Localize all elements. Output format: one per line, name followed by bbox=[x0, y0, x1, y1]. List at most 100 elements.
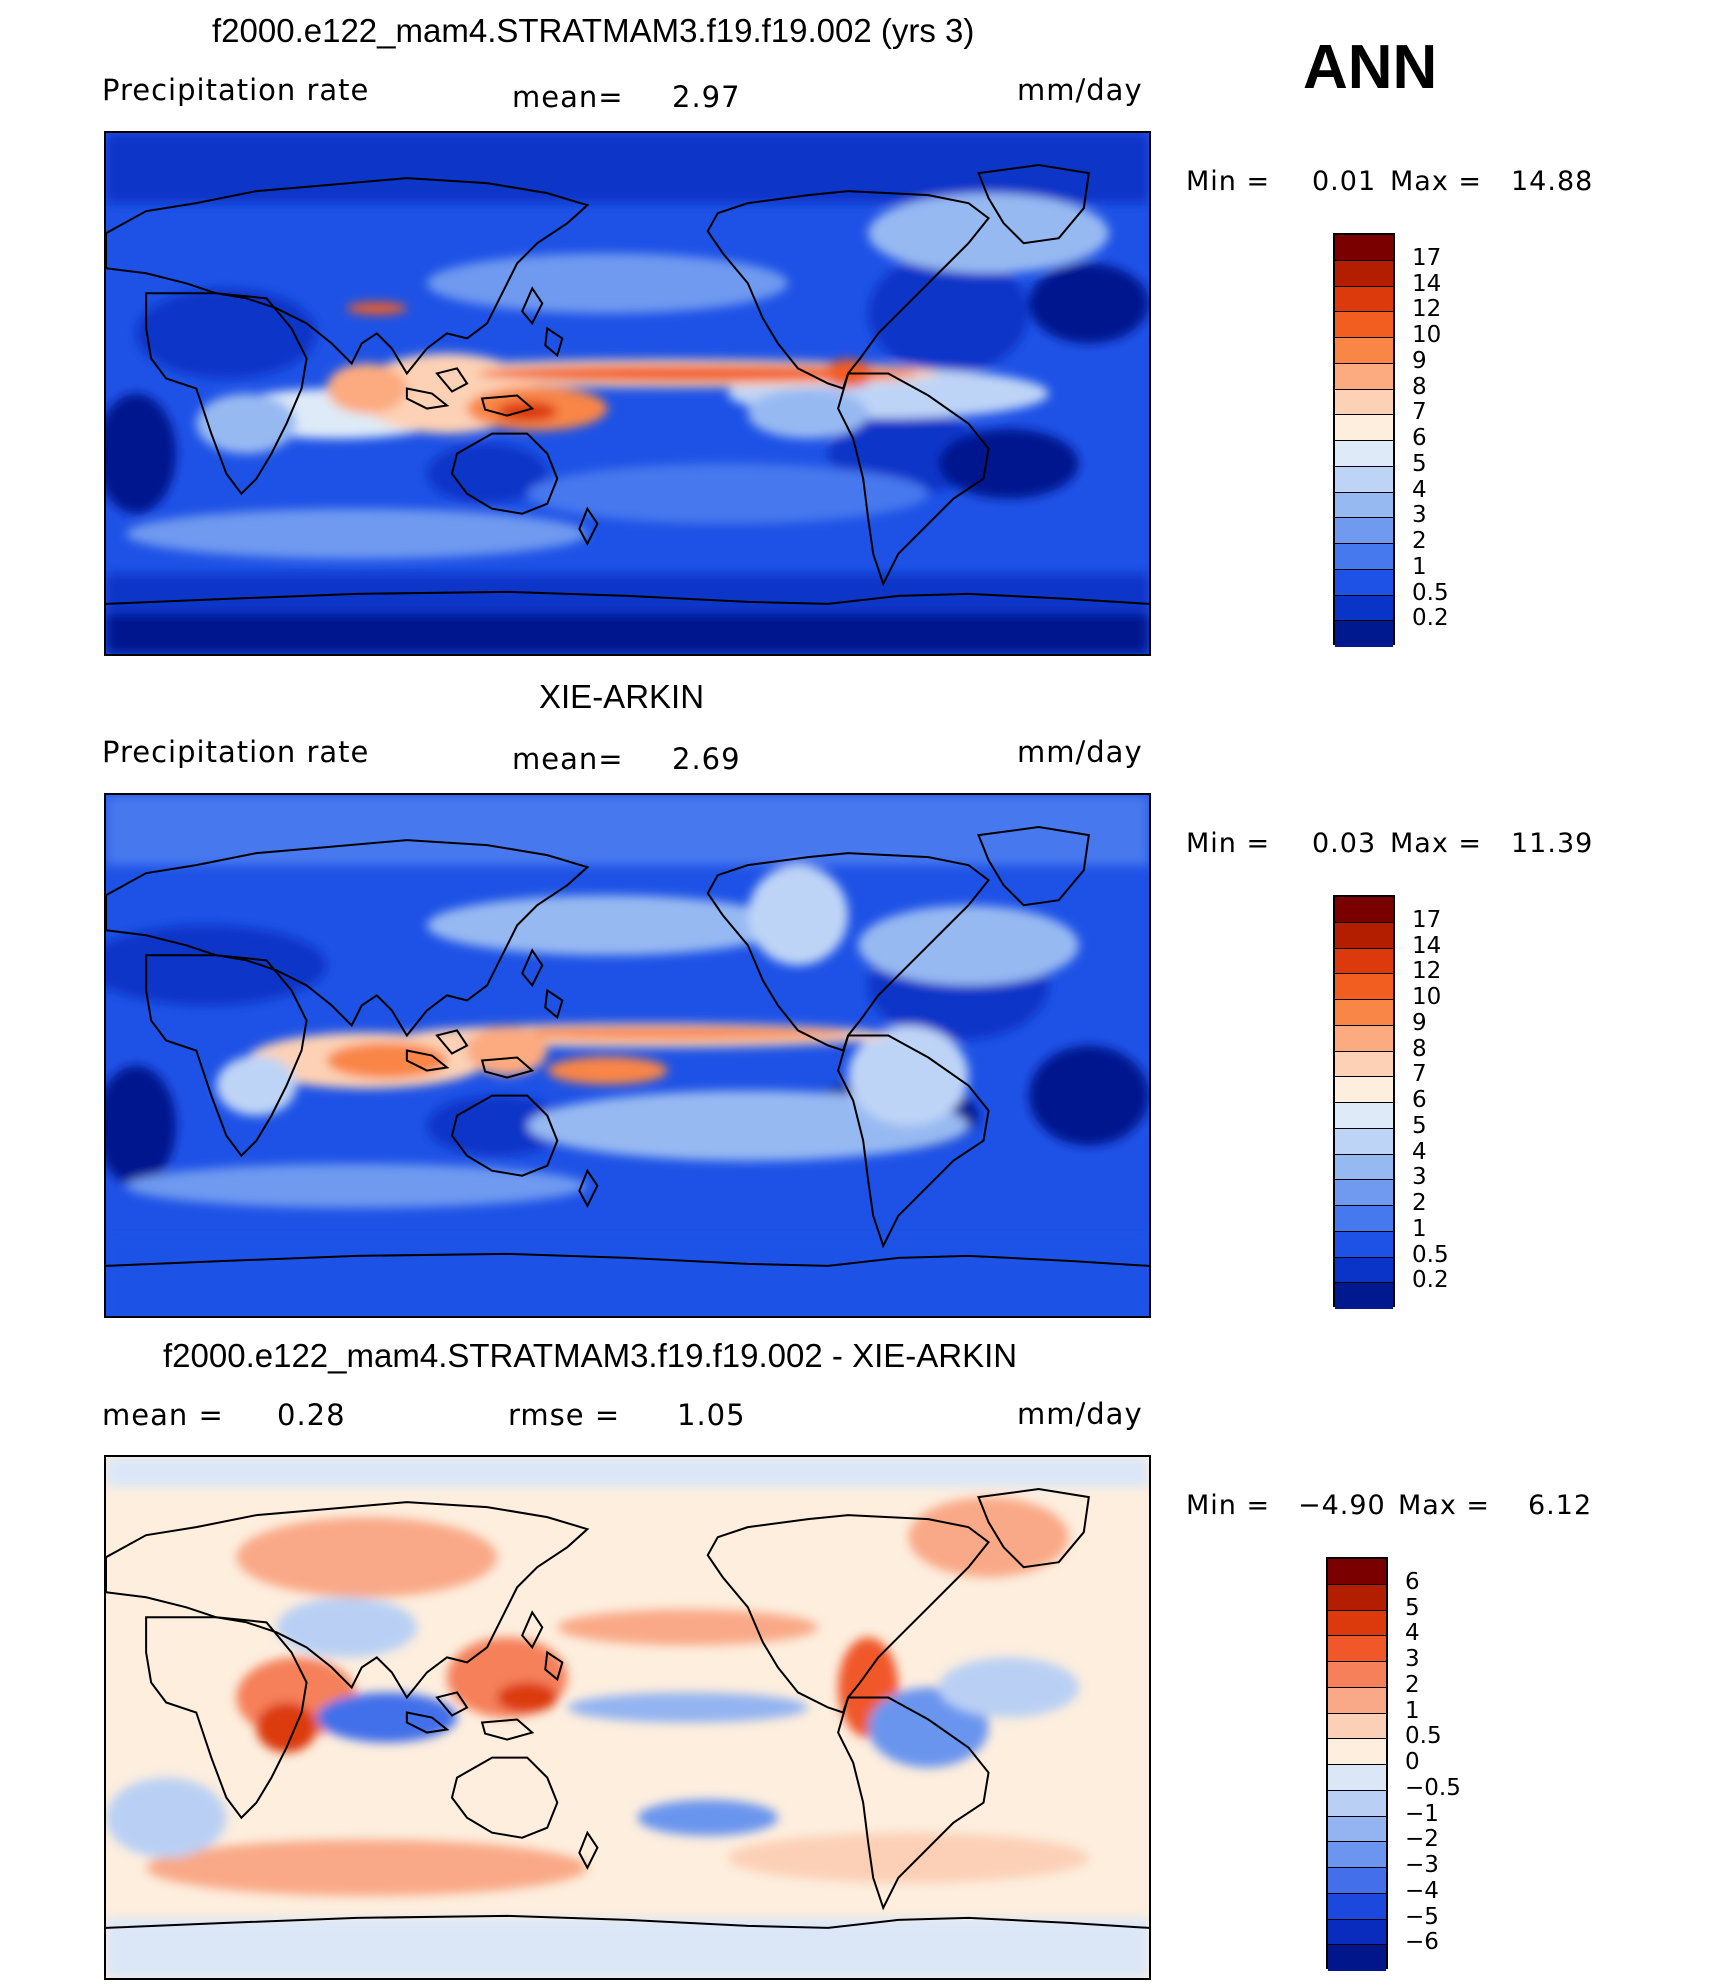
colorbar-swatch bbox=[1335, 415, 1393, 441]
colorbar-obs bbox=[1333, 895, 1395, 1309]
colorbar-swatch bbox=[1335, 466, 1393, 493]
colorbar-swatch bbox=[1328, 1584, 1386, 1611]
colorbar-tick-label: −6 bbox=[1405, 1929, 1439, 1956]
panel1-mean-value: 2.97 bbox=[672, 80, 741, 114]
colorbar-tick-label: 9 bbox=[1412, 1009, 1427, 1036]
colorbar-swatch bbox=[1335, 338, 1393, 364]
colorbar-tick-label: 1 bbox=[1412, 1215, 1427, 1242]
colorbar-tick-label: −3 bbox=[1405, 1852, 1439, 1878]
panel2-min-value: 0.03 bbox=[1312, 828, 1377, 859]
colorbar-swatch bbox=[1335, 260, 1393, 287]
diff-precip-map bbox=[106, 1457, 1149, 1978]
colorbar-swatch bbox=[1335, 569, 1393, 596]
map-panel-diff bbox=[104, 1455, 1151, 1980]
colorbar-swatch bbox=[1328, 1559, 1386, 1585]
panel2-max-label: Max = bbox=[1390, 828, 1483, 859]
colorbar-swatch bbox=[1335, 1000, 1393, 1026]
colorbar-tick-label: 5 bbox=[1405, 1594, 1420, 1621]
panel3-mean-label: mean = bbox=[102, 1398, 224, 1432]
colorbar-tick-label: 3 bbox=[1405, 1646, 1420, 1672]
panel1-min-value: 0.01 bbox=[1312, 166, 1377, 197]
colorbar-swatch bbox=[1328, 1636, 1386, 1662]
colorbar-tick-label: 2 bbox=[1405, 1671, 1420, 1698]
colorbar-swatch bbox=[1335, 312, 1393, 338]
colorbar-swatch bbox=[1328, 1713, 1386, 1740]
panel2-max-value: 11.39 bbox=[1511, 828, 1594, 859]
colorbar-swatch bbox=[1328, 1739, 1386, 1765]
colorbar-swatch bbox=[1335, 1231, 1393, 1258]
colorbar-swatch bbox=[1335, 595, 1393, 622]
panel2-mean-label: mean= bbox=[512, 742, 624, 776]
colorbar-diff bbox=[1326, 1557, 1388, 1971]
colorbar-tick-label: 10 bbox=[1412, 322, 1442, 348]
panel3-rmse-label: rmse = bbox=[508, 1398, 621, 1432]
panel2-title: XIE-ARKIN bbox=[539, 678, 705, 715]
colorbar-tick-label: 8 bbox=[1412, 1035, 1427, 1062]
panel2-field-label: Precipitation rate bbox=[102, 735, 370, 769]
colorbar-swatch bbox=[1335, 518, 1393, 544]
colorbar-tick-label: 0.5 bbox=[1412, 1241, 1449, 1268]
colorbar-swatch bbox=[1335, 1051, 1393, 1078]
colorbar-swatch bbox=[1328, 1816, 1386, 1843]
panel3-units: mm/day bbox=[1017, 1397, 1143, 1431]
colorbar-swatch bbox=[1335, 1025, 1393, 1052]
colorbar-tick-label: −1 bbox=[1405, 1800, 1439, 1827]
colorbar-tick-label: 5 bbox=[1412, 1112, 1427, 1139]
map-panel-obs bbox=[104, 793, 1151, 1318]
model-precip-map bbox=[106, 133, 1149, 654]
colorbar-tick-label: 2 bbox=[1412, 528, 1427, 554]
colorbar-tick-label: 10 bbox=[1412, 984, 1442, 1010]
colorbar-tick-label: 0.5 bbox=[1412, 579, 1449, 606]
colorbar-swatch bbox=[1335, 492, 1393, 519]
colorbar-swatch bbox=[1335, 286, 1393, 313]
colorbar-swatch bbox=[1335, 1180, 1393, 1206]
colorbar-tick-label: −2 bbox=[1405, 1826, 1439, 1853]
colorbar-swatch bbox=[1335, 948, 1393, 975]
colorbar-swatch bbox=[1328, 1868, 1386, 1894]
colorbar-tick-label: 1 bbox=[1405, 1697, 1420, 1724]
colorbar-tick-label: 6 bbox=[1405, 1568, 1420, 1595]
colorbar-tick-label: −5 bbox=[1405, 1903, 1439, 1930]
colorbar-tick-label: 12 bbox=[1412, 296, 1442, 323]
colorbar-swatch bbox=[1335, 897, 1393, 923]
colorbar-tick-label: 6 bbox=[1412, 425, 1427, 451]
panel1-field-label: Precipitation rate bbox=[102, 73, 370, 107]
colorbar-tick-label: 2 bbox=[1412, 1190, 1427, 1216]
colorbar-tick-label: 0.2 bbox=[1412, 605, 1449, 632]
panel3-min-label: Min = bbox=[1186, 1490, 1271, 1521]
colorbar-swatch bbox=[1335, 974, 1393, 1000]
colorbar-swatch bbox=[1335, 1206, 1393, 1232]
panel2-min-label: Min = bbox=[1186, 828, 1271, 859]
colorbar-tick-label: 7 bbox=[1412, 399, 1427, 426]
panel3-max-label: Max = bbox=[1398, 1490, 1491, 1521]
colorbar-swatch bbox=[1335, 1128, 1393, 1155]
colorbar-tick-label: 0.5 bbox=[1405, 1723, 1442, 1750]
colorbar-swatch bbox=[1335, 1283, 1393, 1309]
colorbar-tick-label: −4 bbox=[1405, 1877, 1439, 1904]
panel3-mean-value: 0.28 bbox=[277, 1398, 346, 1432]
panel2-mean-value: 2.69 bbox=[672, 742, 741, 776]
colorbar-swatch bbox=[1335, 1154, 1393, 1181]
colorbar-swatch bbox=[1335, 922, 1393, 949]
colorbar-swatch bbox=[1335, 363, 1393, 390]
panel1-max-label: Max = bbox=[1390, 166, 1483, 197]
season-label: ANN bbox=[1303, 33, 1438, 102]
colorbar-swatch bbox=[1335, 1103, 1393, 1129]
colorbar-tick-label: 6 bbox=[1412, 1087, 1427, 1113]
colorbar-tick-label: 4 bbox=[1412, 1138, 1427, 1165]
colorbar-tick-label: −0.5 bbox=[1405, 1774, 1461, 1801]
colorbar-swatch bbox=[1328, 1790, 1386, 1817]
colorbar-swatch bbox=[1328, 1662, 1386, 1688]
colorbar-tick-label: 1 bbox=[1412, 553, 1427, 580]
colorbar-swatch bbox=[1335, 389, 1393, 416]
panel3-title: f2000.e122_mam4.STRATMAM3.f19.f19.002 - … bbox=[163, 1337, 1018, 1374]
panel1-min-label: Min = bbox=[1186, 166, 1271, 197]
colorbar-swatch bbox=[1335, 1077, 1393, 1103]
colorbar-swatch bbox=[1335, 621, 1393, 647]
colorbar-tick-label: 17 bbox=[1412, 244, 1442, 271]
colorbar-swatch bbox=[1328, 1893, 1386, 1920]
colorbar-tick-label: 5 bbox=[1412, 450, 1427, 477]
colorbar-tick-label: 9 bbox=[1412, 347, 1427, 374]
colorbar-swatch bbox=[1328, 1687, 1386, 1714]
colorbar-tick-label: 8 bbox=[1412, 373, 1427, 400]
